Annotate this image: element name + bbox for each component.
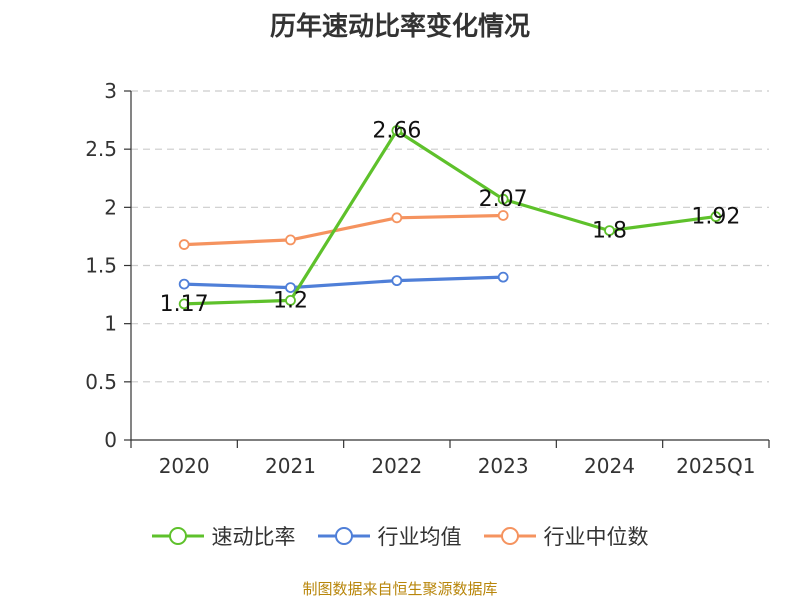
legend-item-industry-mean[interactable]: 行业均值 (317, 521, 462, 551)
data-point (497, 193, 509, 205)
data-point (285, 294, 296, 306)
legend: 速动比率 行业均值 行业中位数 (0, 518, 800, 554)
legend-swatch-industry-mean (317, 527, 370, 545)
legend-swatch-quick-ratio (151, 527, 204, 545)
x-tick-label: 2024 (584, 454, 635, 478)
data-label: 2.66 (372, 119, 421, 144)
series-line-2 (184, 213, 504, 247)
y-tick-label: 0 (104, 428, 117, 452)
legend-item-quick-ratio[interactable]: 速动比率 (151, 521, 296, 551)
data-labels: 1.17 1.2 2.66 2.07 1.8 1.92 (160, 119, 741, 317)
series-line-0 (184, 129, 717, 306)
data-point (391, 212, 403, 224)
data-point (178, 298, 190, 310)
legend-item-industry-median[interactable]: 行业中位数 (483, 521, 649, 551)
data-point (285, 282, 296, 294)
y-tick-label: 1.5 (85, 254, 117, 278)
data-point (178, 278, 190, 290)
legend-label-quick-ratio: 速动比率 (211, 525, 296, 549)
legend-swatch-industry-median (483, 527, 536, 545)
data-points (178, 125, 722, 310)
data-point (710, 211, 722, 223)
y-tick-label: 2.5 (85, 137, 117, 161)
data-point (178, 239, 190, 250)
legend-label-industry-median: 行业中位数 (543, 525, 649, 549)
x-tick-label: 2025Q1 (676, 454, 755, 478)
legend-label-industry-mean: 行业均值 (377, 525, 462, 549)
data-point (391, 125, 403, 136)
data-label: 2.07 (479, 187, 528, 212)
y-tick-label: 2 (104, 195, 117, 219)
source-note: 制图数据来自恒生聚源数据库 (302, 580, 498, 598)
chart-title: 历年速动比率变化情况 (269, 12, 530, 42)
y-tick-label: 3 (104, 79, 117, 103)
axes: 0 0.5 1 1.5 2 2.5 3 2020 2021 2022 2023 2024 2025Q1 (85, 79, 770, 478)
x-tick-label: 2021 (265, 454, 316, 478)
series-line-1 (184, 275, 504, 290)
data-label: 1.17 (160, 292, 209, 317)
y-tick-label: 0.5 (85, 370, 117, 394)
gridlines (131, 90, 769, 383)
data-label: 1.8 (592, 219, 627, 244)
y-tick-label: 1 (104, 312, 117, 336)
data-label: 1.92 (691, 205, 740, 230)
data-label: 1.2 (273, 288, 308, 313)
x-tick-label: 2022 (371, 454, 422, 478)
series-lines (184, 129, 717, 306)
x-tick-label: 2023 (478, 454, 529, 478)
data-point (604, 225, 615, 237)
data-point (497, 271, 509, 283)
data-point (391, 275, 403, 287)
data-point (285, 234, 296, 246)
data-point (497, 210, 509, 221)
x-tick-label: 2020 (159, 454, 210, 478)
